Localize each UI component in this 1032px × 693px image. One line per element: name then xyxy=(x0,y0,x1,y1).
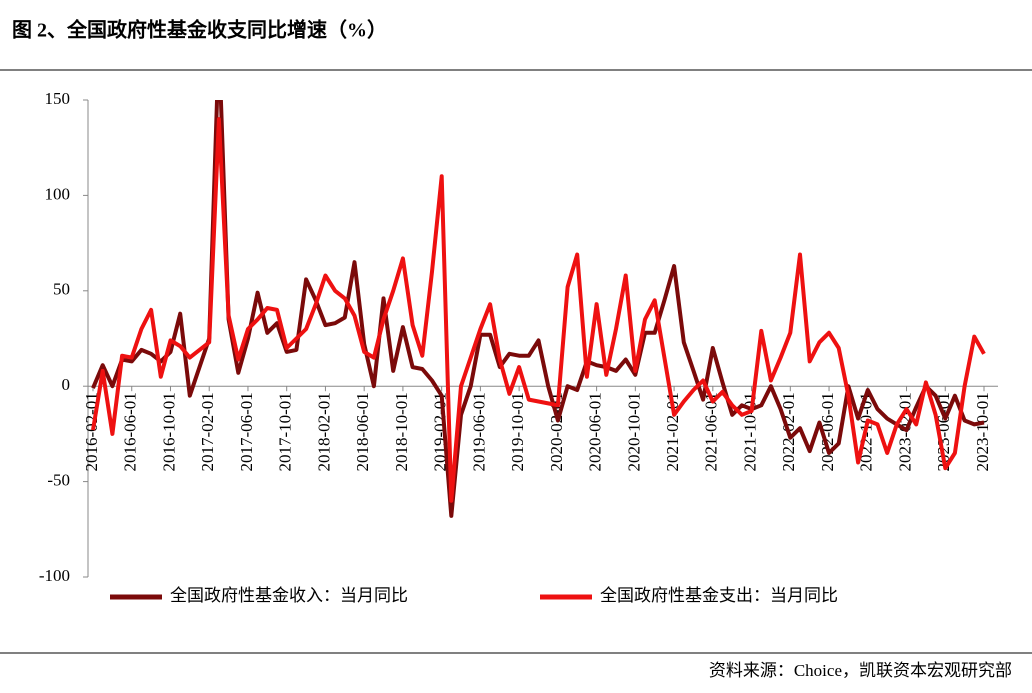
x-tick-label: 2017-10-01 xyxy=(276,392,295,471)
y-tick-label: -100 xyxy=(39,566,70,585)
x-tick-label: 2020-10-01 xyxy=(624,392,643,471)
x-tick-label: 2018-10-01 xyxy=(392,392,411,471)
x-tick-label: 2023-10-01 xyxy=(973,392,992,471)
x-tick-label: 2017-02-01 xyxy=(198,392,217,471)
y-tick-label: 100 xyxy=(45,184,71,203)
source: 资料来源：Choice，凯联资本宏观研究部 xyxy=(709,661,1012,680)
x-tick-label: 2016-06-01 xyxy=(121,392,140,471)
x-tick-label: 2020-06-01 xyxy=(586,392,605,471)
plot-area xyxy=(91,100,986,518)
x-tick-label: 2023-02-01 xyxy=(895,392,914,471)
x-tick-label: 2017-06-01 xyxy=(237,392,256,471)
y-tick-label: 50 xyxy=(53,280,70,299)
series-line xyxy=(91,117,986,503)
chart-title: 图 2、全国政府性基金收支同比增速（%） xyxy=(12,18,387,42)
legend-label: 全国政府性基金支出：当月同比 xyxy=(600,586,838,605)
legend-label: 全国政府性基金收入：当月同比 xyxy=(170,586,408,605)
x-tick-label: 2016-10-01 xyxy=(159,392,178,471)
x-tick-label: 2019-10-01 xyxy=(508,392,527,471)
x-tick-label: 2018-02-01 xyxy=(314,392,333,471)
y-tick-label: 150 xyxy=(45,89,71,108)
series-line xyxy=(91,100,985,518)
x-tick-label: 2021-06-01 xyxy=(702,392,721,471)
x-tick-label: 2019-06-01 xyxy=(469,392,488,471)
y-tick-label: 0 xyxy=(62,375,71,394)
x-tick-label: 2018-06-01 xyxy=(353,392,372,471)
y-tick-label: -50 xyxy=(47,471,70,490)
